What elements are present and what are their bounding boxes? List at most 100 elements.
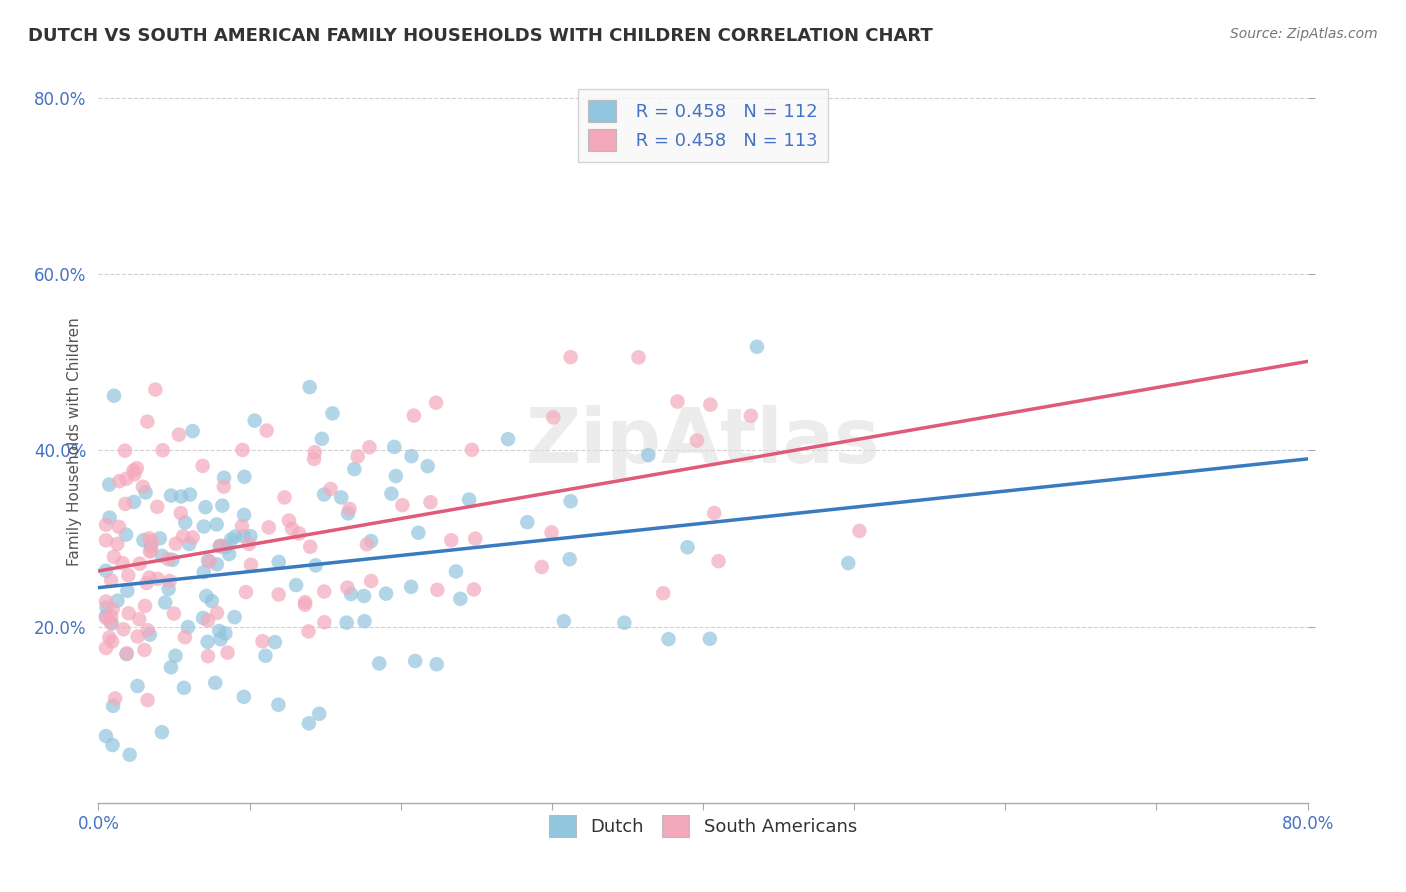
Point (163, 607, 186, 621)
Point (686, 434, 709, 448)
Point (215, 540, 238, 554)
Point (172, 529, 194, 543)
Point (181, 531, 204, 545)
Point (399, 580, 422, 594)
Point (273, 491, 295, 505)
Point (297, 624, 319, 639)
Point (117, 568, 139, 582)
Point (112, 622, 135, 636)
Point (496, 432, 519, 446)
Point (426, 657, 449, 672)
Point (243, 414, 266, 428)
Point (425, 395, 447, 409)
Point (560, 494, 582, 508)
Point (197, 553, 219, 567)
Point (136, 415, 159, 429)
Point (232, 529, 254, 543)
Point (657, 632, 679, 647)
Point (699, 632, 721, 646)
Point (252, 634, 274, 648)
Point (100, 609, 122, 624)
Point (141, 534, 163, 549)
Point (288, 526, 311, 541)
Point (170, 490, 193, 504)
Point (141, 543, 163, 558)
Point (174, 516, 197, 530)
Point (138, 570, 160, 584)
Point (208, 624, 231, 638)
Point (205, 517, 228, 532)
Point (463, 582, 485, 597)
Point (150, 549, 173, 563)
Point (837, 556, 859, 570)
Point (267, 587, 290, 601)
Point (201, 594, 224, 608)
Point (114, 497, 136, 511)
Point (94, 594, 117, 608)
Point (740, 409, 762, 423)
Point (115, 472, 138, 486)
Point (174, 630, 197, 644)
Point (139, 627, 162, 641)
Point (205, 558, 228, 572)
Point (209, 632, 232, 647)
Point (94, 564, 117, 578)
Point (115, 527, 138, 541)
Point (136, 624, 159, 638)
Point (214, 626, 236, 640)
Point (134, 643, 156, 657)
Point (336, 581, 359, 595)
Point (382, 440, 405, 454)
Point (314, 615, 336, 630)
Point (299, 540, 322, 554)
Point (233, 508, 256, 522)
Point (337, 507, 360, 521)
Point (440, 533, 463, 548)
Point (209, 539, 232, 553)
Point (340, 587, 363, 601)
Point (321, 406, 343, 420)
Point (277, 514, 299, 528)
Point (263, 635, 285, 649)
Point (305, 558, 328, 573)
Point (177, 620, 200, 634)
Point (353, 614, 375, 628)
Point (304, 445, 326, 459)
Point (540, 525, 562, 540)
Point (100, 615, 122, 630)
Point (117, 607, 139, 621)
Point (135, 485, 157, 500)
Point (209, 539, 232, 553)
Point (239, 529, 262, 543)
Point (94, 611, 117, 625)
Point (193, 565, 215, 579)
Point (149, 532, 172, 546)
Text: ZipAtlas: ZipAtlas (526, 405, 880, 478)
Point (543, 410, 565, 425)
Point (360, 574, 382, 588)
Point (231, 519, 253, 533)
Point (319, 482, 342, 496)
Point (314, 584, 336, 599)
Point (138, 532, 160, 546)
Point (294, 595, 316, 609)
Point (115, 647, 138, 661)
Point (193, 519, 215, 533)
Point (360, 534, 382, 549)
Point (426, 582, 449, 597)
Point (240, 558, 263, 572)
Point (194, 500, 217, 515)
Point (224, 530, 246, 544)
Point (94, 533, 117, 548)
Point (703, 506, 725, 520)
Point (134, 599, 156, 613)
Point (676, 541, 699, 555)
Point (181, 424, 204, 438)
Point (666, 394, 689, 409)
Point (94, 609, 117, 624)
Point (233, 470, 256, 484)
Point (212, 471, 235, 485)
Point (136, 693, 159, 707)
Point (157, 552, 180, 566)
Point (124, 467, 146, 482)
